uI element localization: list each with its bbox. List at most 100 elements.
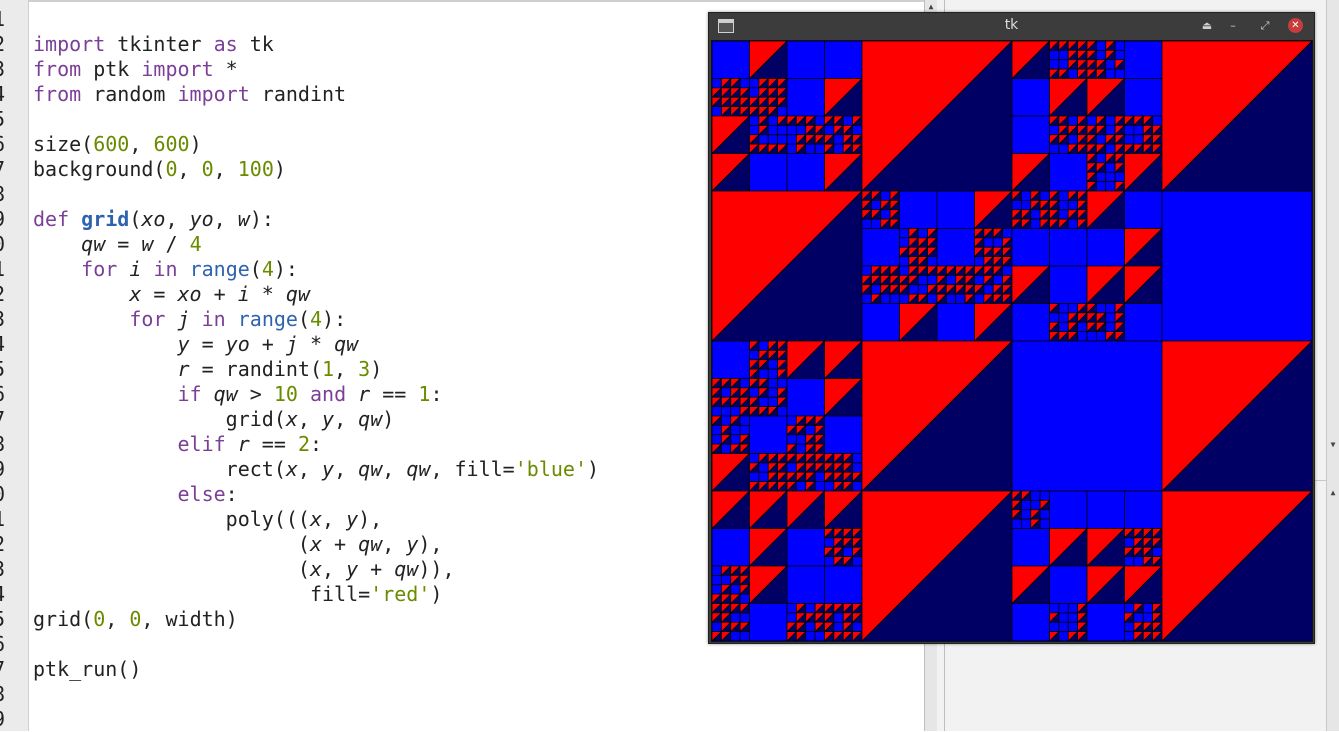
scroll-up-icon[interactable]: ▲: [1330, 488, 1336, 497]
blue-square: [749, 87, 760, 98]
code-line[interactable]: (x, y + qw)),: [33, 557, 455, 581]
red-triangle: [795, 603, 807, 614]
code-line[interactable]: qw = w / 4: [81, 232, 202, 256]
blue-square: [824, 124, 835, 136]
blue-square: [833, 612, 844, 623]
code-line[interactable]: if qw > 10 and r == 1:: [177, 382, 443, 406]
blue-square: [1067, 199, 1079, 211]
red-triangle: [852, 143, 863, 155]
red-triangle: [1067, 321, 1079, 333]
red-triangle: [870, 209, 882, 221]
blue-square: [1039, 490, 1050, 501]
blue-square: [870, 218, 882, 229]
blue-square: [1114, 68, 1125, 79]
red-triangle: [1067, 209, 1079, 221]
red-triangle: [814, 612, 826, 624]
red-triangle: [917, 293, 929, 305]
blue-square: [712, 106, 722, 117]
red-triangle: [739, 603, 751, 614]
code-line[interactable]: (x + qw, y),: [33, 532, 443, 556]
blue-square: [1114, 49, 1125, 61]
blue-square: [992, 274, 1004, 286]
code-line[interactable]: from random import randint: [33, 82, 347, 106]
blue-square: [833, 143, 844, 154]
code-line[interactable]: y = yo + j * qw: [177, 332, 359, 356]
red-triangle: [1002, 284, 1013, 296]
drawing-canvas[interactable]: [711, 40, 1313, 642]
red-triangle: [824, 631, 835, 641]
tk-window[interactable]: tk ⏏ – ⤢ ✕: [708, 12, 1315, 644]
scroll-up-icon[interactable]: ▲: [928, 2, 934, 11]
code-line[interactable]: from ptk import *: [33, 57, 238, 81]
red-triangle: [786, 340, 826, 380]
code-line[interactable]: rect(x, y, qw, qw, fill='blue'): [33, 457, 600, 481]
red-triangle: [908, 265, 920, 277]
code-line[interactable]: for i in range(4):: [81, 257, 298, 281]
red-triangle: [1161, 490, 1312, 641]
code-line[interactable]: ptk_run(): [33, 657, 142, 681]
red-triangle: [1077, 124, 1088, 136]
shade-icon[interactable]: ⏏: [1201, 19, 1213, 32]
red-triangle: [712, 603, 723, 614]
red-triangle: [983, 293, 995, 305]
red-triangle: [1020, 209, 1032, 221]
blue-square: [1011, 340, 1163, 492]
code-line[interactable]: background(0, 0, 100): [33, 157, 286, 181]
red-triangle: [1105, 153, 1117, 164]
red-triangle: [945, 265, 957, 277]
red-triangle: [712, 593, 723, 605]
red-triangle: [1077, 603, 1088, 614]
blue-square: [730, 584, 741, 595]
blue-square: [786, 153, 825, 192]
blue-square: [730, 406, 741, 417]
code-line[interactable]: def grid(xo, yo, w):: [33, 207, 274, 231]
code-line[interactable]: grid(x, y, qw): [33, 407, 395, 431]
red-triangle: [720, 434, 732, 446]
red-triangle: [861, 41, 1013, 192]
code-line[interactable]: else:: [177, 482, 238, 506]
code-line[interactable]: import tkinter as tk: [33, 32, 274, 56]
code-line[interactable]: grid(0, 0, width): [33, 607, 238, 631]
red-triangle: [758, 481, 770, 492]
blue-square: [1058, 199, 1069, 211]
code-line[interactable]: for j in range(4):: [129, 307, 347, 331]
code-line[interactable]: elif r == 2:: [177, 432, 323, 456]
blue-square: [786, 612, 797, 623]
blue-square: [1152, 115, 1163, 126]
red-triangle: [917, 246, 929, 258]
red-triangle: [955, 274, 967, 286]
red-triangle: [730, 106, 742, 117]
code-line[interactable]: fill='red'): [33, 582, 443, 606]
close-icon[interactable]: ✕: [1288, 18, 1303, 33]
blue-square: [1058, 143, 1069, 154]
red-triangle: [870, 274, 882, 286]
red-triangle: [889, 218, 901, 230]
blue-square: [749, 453, 760, 464]
red-triangle: [1077, 612, 1088, 624]
code-line[interactable]: poly(((x, y),: [33, 507, 383, 531]
line-number: 1: [0, 507, 28, 532]
window-icon[interactable]: [718, 19, 734, 33]
blue-square: [739, 612, 750, 623]
blue-square: [1124, 124, 1135, 136]
code-line[interactable]: size(600, 600): [33, 132, 202, 156]
right-panel-scrollbar[interactable]: ▼ ▲: [1326, 0, 1339, 731]
red-triangle: [833, 528, 845, 539]
red-triangle: [1142, 134, 1154, 146]
red-triangle: [777, 340, 788, 352]
maximize-icon[interactable]: ⤢: [1260, 19, 1270, 32]
blue-square: [1086, 603, 1125, 641]
scroll-down-icon[interactable]: ▼: [1330, 440, 1336, 449]
red-triangle: [1058, 115, 1070, 127]
red-triangle: [758, 87, 770, 99]
line-number-gutter: 12345678901234567890123456789: [0, 0, 29, 731]
code-line[interactable]: x = xo + i * qw: [129, 282, 310, 306]
red-triangle: [786, 631, 798, 641]
window-titlebar[interactable]: tk ⏏ – ⤢ ✕: [709, 13, 1314, 39]
code-line[interactable]: r = randint(1, 3): [177, 357, 383, 381]
red-triangle: [889, 190, 901, 202]
red-triangle: [889, 274, 901, 286]
red-triangle: [758, 387, 770, 399]
red-triangle: [758, 349, 770, 361]
minimize-icon[interactable]: –: [1230, 19, 1236, 32]
